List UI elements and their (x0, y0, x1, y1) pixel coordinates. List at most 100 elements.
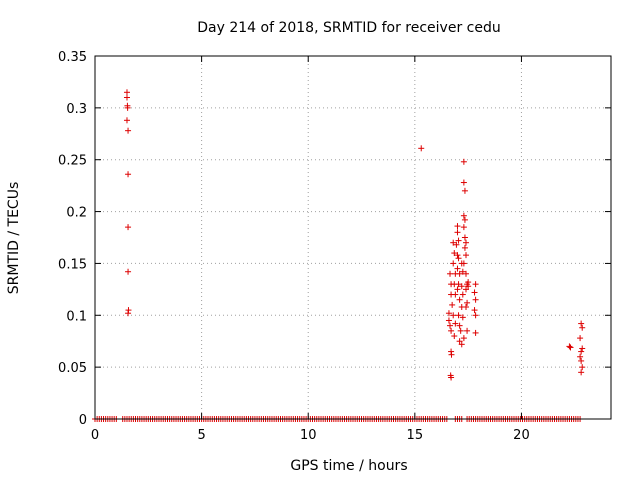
data-point (463, 239, 470, 246)
ticks-layer: 0 0.05 0.1 0.15 0.2 0.25 0.3 0.35 0 5 10 15 20 (58, 50, 611, 443)
data-point (461, 244, 468, 251)
data-point (460, 260, 467, 267)
data-point (123, 94, 130, 101)
chart-title: Day 214 of 2018, SRMTID for receiver ced… (197, 20, 500, 36)
data-point (457, 327, 464, 334)
data-point (455, 237, 462, 244)
data-point (579, 364, 586, 371)
data-point (454, 252, 461, 259)
data-point (450, 260, 457, 267)
y-axis-label: SRMTID / TECUs (6, 182, 22, 295)
data-point (123, 117, 130, 124)
data-point (579, 324, 586, 331)
data-point (454, 229, 461, 236)
x-tick-label: 20 (513, 428, 530, 443)
x-axis-label: GPS time / hours (290, 458, 407, 474)
data-point (125, 268, 132, 275)
y-tick-label: 0.05 (58, 361, 87, 376)
x-tick-label: 5 (197, 428, 205, 443)
points-layer (92, 89, 586, 422)
data-point (463, 270, 470, 277)
data-point (472, 281, 479, 288)
y-tick-label: 0.3 (66, 102, 87, 117)
data-point (454, 286, 461, 293)
data-point (451, 333, 458, 340)
data-point (472, 296, 479, 303)
data-point (125, 127, 132, 134)
data-point (454, 265, 461, 272)
y-tick-label: 0.15 (58, 257, 87, 272)
data-point (577, 335, 584, 342)
data-point (463, 286, 470, 293)
data-point (461, 187, 468, 194)
data-point (455, 312, 462, 319)
data-point (472, 329, 479, 336)
data-point (455, 281, 462, 288)
data-point (578, 320, 585, 327)
data-point (456, 296, 463, 303)
data-point (445, 310, 452, 317)
data-point (456, 338, 463, 345)
data-point (472, 312, 479, 319)
data-point (124, 104, 131, 111)
data-point (460, 158, 467, 165)
data-point (460, 212, 467, 219)
data-point (461, 216, 468, 223)
y-tick-label: 0.2 (66, 206, 87, 221)
data-point (567, 344, 574, 351)
data-point (456, 270, 463, 277)
x-tick-label: 15 (407, 428, 424, 443)
data-point (123, 89, 130, 96)
data-point (447, 270, 454, 277)
data-point (445, 317, 452, 324)
data-point (125, 224, 132, 231)
data-point (455, 255, 462, 262)
y-tick-label: 0.25 (58, 154, 87, 169)
plot-frame (94, 55, 612, 420)
data-point (471, 307, 478, 314)
data-point (448, 374, 455, 381)
data-point (461, 234, 468, 241)
data-point (451, 250, 458, 257)
data-point (452, 320, 459, 327)
data-point (448, 327, 455, 334)
data-point (448, 351, 455, 358)
data-point (463, 252, 470, 259)
data-point (450, 312, 457, 319)
y-tick-label: 0.35 (58, 50, 87, 65)
x-tick-label: 0 (91, 428, 99, 443)
data-point (125, 310, 132, 317)
data-point (460, 179, 467, 186)
data-point (458, 341, 465, 348)
data-point (459, 314, 466, 321)
data-point (460, 335, 467, 342)
x-tick-label: 10 (300, 428, 317, 443)
data-point (464, 327, 471, 334)
data-point (471, 289, 478, 296)
data-point (459, 268, 466, 275)
data-point (578, 357, 585, 364)
data-point (125, 171, 132, 178)
data-point (577, 353, 584, 360)
data-point (459, 291, 466, 298)
data-point (465, 283, 472, 290)
data-point (458, 283, 465, 290)
data-point (418, 145, 425, 152)
data-point (452, 291, 459, 298)
data-point (578, 348, 585, 355)
data-point (464, 299, 471, 306)
data-point (460, 224, 467, 231)
data-point (454, 223, 461, 230)
grid-layer (95, 56, 611, 419)
data-point (447, 322, 454, 329)
data-point (453, 241, 460, 248)
y-tick-label: 0 (79, 413, 87, 428)
data-point (456, 322, 463, 329)
y-tick-label: 0.1 (66, 309, 87, 324)
data-point (449, 301, 456, 308)
data-point (450, 239, 457, 246)
data-point (578, 369, 585, 376)
data-point (579, 345, 586, 352)
data-point (566, 343, 573, 350)
